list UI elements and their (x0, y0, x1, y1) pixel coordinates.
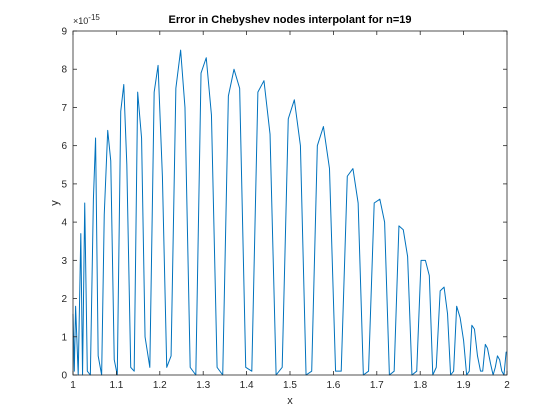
y-exponent-power: -15 (88, 13, 100, 22)
x-tick-label: 1.6 (326, 380, 340, 391)
x-tick-label: 1.9 (457, 380, 471, 391)
y-tick-label: 9 (61, 27, 67, 38)
chart-title: Error in Chebyshev nodes interpolant for… (169, 14, 412, 26)
y-exponent-base: ×10 (73, 16, 88, 26)
y-exponent-label: ×10-15 (73, 13, 100, 26)
y-tick-label: 0 (61, 371, 67, 382)
x-tick-label: 1.1 (109, 380, 123, 391)
y-tick-label: 5 (61, 179, 67, 190)
y-tick-label: 6 (61, 141, 67, 152)
series-layer (72, 49, 507, 376)
x-tick-label: 2 (504, 380, 510, 391)
series-line-0 (72, 49, 507, 376)
y-tick-label: 7 (61, 103, 67, 114)
x-tick-label: 1.4 (240, 380, 254, 391)
y-tick-label: 4 (61, 218, 67, 229)
y-tick-label: 8 (61, 65, 67, 76)
plot-area (73, 31, 507, 375)
x-axis-label: x (287, 395, 293, 407)
x-tick-label: 1.3 (196, 380, 210, 391)
x-tick-label: 1.2 (153, 380, 167, 391)
x-tick-label: 1.7 (370, 380, 384, 391)
x-tick-label: 1.8 (413, 380, 427, 391)
y-axis-label: y (49, 200, 61, 206)
y-tick-label: 1 (61, 332, 67, 343)
x-tick-label: 1 (70, 380, 76, 391)
y-tick-label: 2 (61, 294, 67, 305)
x-tick-label: 1.5 (283, 380, 297, 391)
y-tick-label: 3 (61, 256, 67, 267)
